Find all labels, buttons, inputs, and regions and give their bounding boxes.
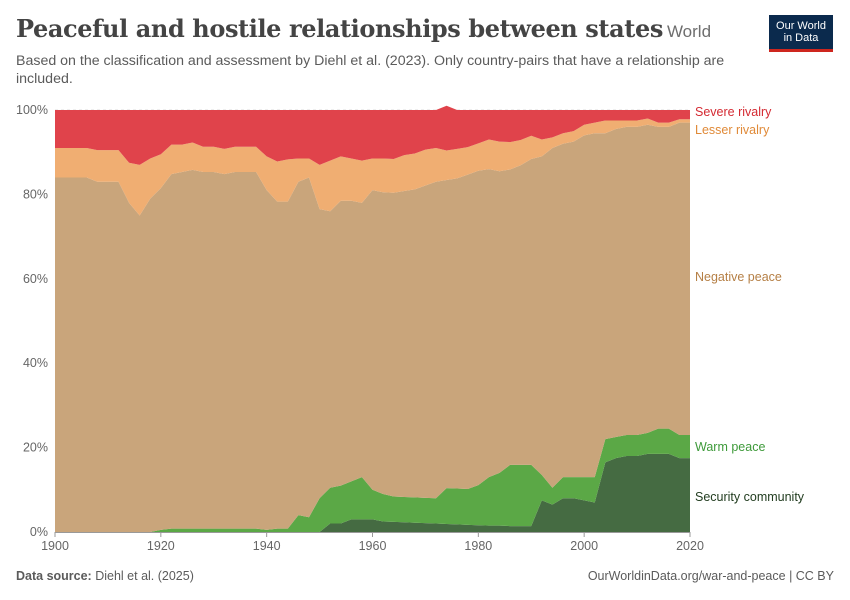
- chart-title-text: Peaceful and hostile relationships betwe…: [16, 14, 663, 43]
- logo-line-1: Our World: [776, 20, 826, 32]
- series-label-negative-peace: Negative peace: [695, 270, 782, 284]
- y-axis: 0% 20% 40% 60% 80% 100%: [16, 103, 48, 539]
- chart-title: Peaceful and hostile relationships betwe…: [16, 14, 711, 43]
- footer-url[interactable]: OurWorldinData.org/war-and-peace | CC BY: [587, 569, 834, 583]
- y-tick-label: 100%: [16, 103, 48, 117]
- y-tick-label: 80%: [23, 187, 48, 201]
- logo-line-2: in Data: [783, 32, 819, 44]
- area-negative-peace: [55, 122, 690, 532]
- x-tick-label: 1940: [253, 539, 281, 553]
- x-tick-label: 1960: [359, 539, 387, 553]
- x-tick-label: 2000: [570, 539, 598, 553]
- area-lesser-rivalry: [55, 118, 690, 216]
- y-tick-label: 60%: [23, 272, 48, 286]
- x-tick-label: 2020: [676, 539, 704, 553]
- series-label-lesser-rivalry: Lesser rivalry: [695, 123, 770, 137]
- data-source-label: Data source:: [16, 569, 92, 583]
- y-tick-label: 40%: [23, 356, 48, 370]
- x-tick-label: 1920: [147, 539, 175, 553]
- x-tick-label: 1900: [41, 539, 69, 553]
- series-label-security-community: Security community: [695, 490, 805, 504]
- x-tick-label: 1980: [464, 539, 492, 553]
- area-security-community: [55, 453, 690, 532]
- area-series: [55, 105, 690, 532]
- chart-subtitle: Based on the classification and assessme…: [16, 53, 725, 87]
- area-warm-peace: [55, 428, 690, 532]
- owid-logo[interactable]: Our World in Data: [769, 15, 833, 52]
- area-severe-rivalry: [55, 105, 690, 165]
- data-source-text: Diehl et al. (2025): [91, 569, 194, 583]
- series-label-severe-rivalry: Severe rivalry: [695, 105, 772, 119]
- x-axis: 1900 1920 1940 1960 1980 2000 2020: [41, 532, 704, 553]
- series-label-warm-peace: Warm peace: [695, 440, 765, 454]
- series-labels: Security community Warm peace Negative pea…: [695, 105, 805, 504]
- y-tick-label: 20%: [23, 441, 48, 455]
- entity-label: World: [666, 22, 712, 41]
- data-source: Data source: Diehl et al. (2025): [16, 569, 194, 583]
- y-tick-label: 0%: [30, 525, 48, 539]
